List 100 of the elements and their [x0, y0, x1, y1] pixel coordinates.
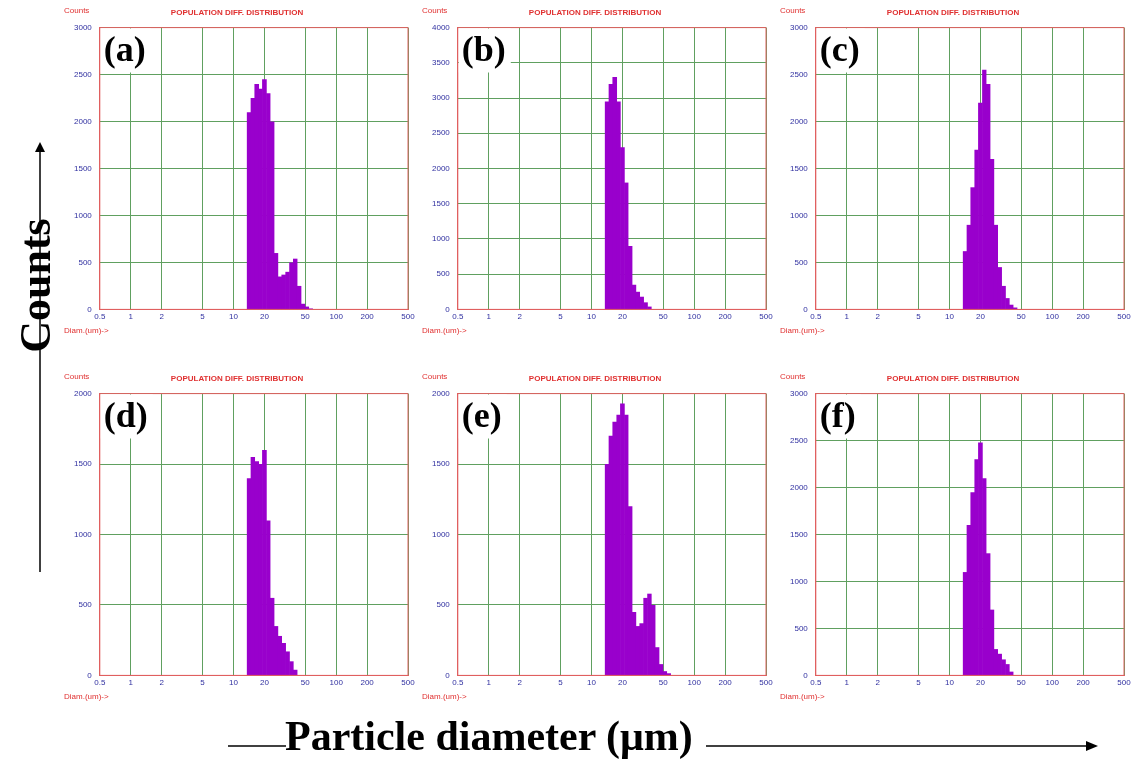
y-tick-label: 2000	[432, 163, 451, 173]
x-tick-label: 20	[617, 678, 628, 688]
y-tick-label: 1500	[790, 529, 809, 539]
y-tick-label: 3000	[74, 22, 93, 32]
x-axis-title: Diam.(um)->	[64, 692, 109, 701]
x-tick-label: 200	[718, 312, 733, 322]
x-tick-label: 100	[1045, 312, 1060, 322]
y-tick-label: 3000	[790, 388, 809, 398]
x-tick-label: 200	[1076, 678, 1091, 688]
x-tick-label: 10	[229, 678, 239, 688]
y-tick-label: 3500	[432, 58, 451, 68]
x-tick-label: 1	[844, 678, 850, 688]
y-tick-label: 2500	[790, 435, 809, 445]
y-tick-label: 2000	[74, 388, 93, 398]
y-axis-title: Counts	[422, 6, 448, 15]
x-tick-label: 0.5	[452, 312, 464, 322]
y-tick-label: 500	[78, 257, 93, 267]
x-tick-label: 1	[844, 312, 850, 322]
x-axis-title: Diam.(um)->	[780, 326, 825, 335]
x-tick-label: 2	[517, 312, 523, 322]
y-tick-label: 4000	[432, 22, 451, 32]
x-tick-label: 10	[945, 312, 955, 322]
y-tick-label: 500	[436, 269, 451, 279]
text: Particle diameter (μm)	[285, 712, 693, 760]
x-tick-label: 100	[687, 312, 702, 322]
x-tick-label: 2	[159, 312, 165, 322]
x-tick-label: 1	[128, 678, 134, 688]
x-tick-label: 20	[975, 312, 986, 322]
x-tick-label: 20	[259, 678, 270, 688]
x-tick-label: 5	[200, 312, 206, 322]
x-tick-label: 20	[975, 678, 986, 688]
x-tick-label: 10	[229, 312, 239, 322]
y-tick-label: 0	[803, 670, 809, 680]
y-tick-label: 1000	[432, 234, 451, 244]
x-tick-label: 200	[360, 312, 375, 322]
x-tick-label: 200	[1076, 312, 1091, 322]
y-tick-label: 2500	[432, 128, 451, 138]
chart-title: POPULATION DIFF. DISTRIBUTION	[528, 374, 662, 383]
y-tick-label: 500	[794, 623, 809, 633]
x-tick-label: 500	[1117, 678, 1132, 688]
x-tick-label: 200	[360, 678, 375, 688]
annotation: (a)	[103, 28, 146, 69]
x-tick-label: 50	[300, 678, 311, 688]
x-tick-label: 500	[401, 312, 416, 322]
text: Counts	[9, 217, 61, 355]
x-tick-label: 20	[617, 312, 628, 322]
y-tick-label: 1500	[74, 459, 93, 469]
x-tick-label: 2	[517, 678, 523, 688]
y-tick-label: 3000	[432, 93, 451, 103]
x-tick-label: 500	[401, 678, 416, 688]
y-tick-label: 2000	[74, 116, 93, 126]
annotation: (b)	[461, 28, 506, 69]
x-tick-label: 10	[587, 312, 597, 322]
y-tick-label: 0	[803, 304, 809, 314]
y-tick-label: 1500	[432, 198, 451, 208]
y-tick-label: 1000	[790, 210, 809, 220]
y-axis-title: Counts	[780, 372, 806, 381]
y-tick-label: 1000	[74, 210, 93, 220]
y-tick-label: 1500	[790, 163, 809, 173]
x-tick-label: 100	[1045, 678, 1060, 688]
x-tick-label: 10	[587, 678, 597, 688]
y-tick-label: 1000	[74, 529, 93, 539]
y-tick-label: 500	[436, 600, 451, 610]
y-tick-label: 2000	[790, 482, 809, 492]
annotation: (d)	[103, 394, 148, 435]
y-tick-label: 2500	[790, 69, 809, 79]
y-tick-label: 0	[87, 670, 93, 680]
x-axis-title: Diam.(um)->	[422, 692, 467, 701]
y-tick-label: 3000	[790, 22, 809, 32]
y-tick-label: 500	[78, 600, 93, 610]
y-tick-label: 1000	[432, 529, 451, 539]
annotation: (f)	[819, 394, 856, 435]
x-tick-label: 500	[759, 678, 774, 688]
x-tick-label: 0.5	[94, 312, 106, 322]
x-tick-label: 100	[687, 678, 702, 688]
x-tick-label: 1	[486, 678, 492, 688]
x-tick-label: 5	[558, 678, 564, 688]
y-tick-label: 0	[87, 304, 93, 314]
chart-title: POPULATION DIFF. DISTRIBUTION	[170, 374, 304, 383]
x-tick-label: 0.5	[810, 312, 822, 322]
x-tick-label: 500	[1117, 312, 1132, 322]
annotation: (e)	[461, 394, 502, 435]
y-tick-label: 1500	[432, 459, 451, 469]
x-tick-label: 0.5	[94, 678, 106, 688]
y-axis-title: Counts	[780, 6, 806, 15]
x-tick-label: 50	[300, 312, 311, 322]
y-tick-label: 0	[445, 670, 451, 680]
x-tick-label: 0.5	[810, 678, 822, 688]
chart-title: POPULATION DIFF. DISTRIBUTION	[528, 8, 662, 17]
y-axis-title: Counts	[422, 372, 448, 381]
x-tick-label: 0.5	[452, 678, 464, 688]
x-tick-label: 10	[945, 678, 955, 688]
x-tick-label: 1	[128, 312, 134, 322]
x-tick-label: 2	[875, 312, 881, 322]
y-tick-label: 2000	[790, 116, 809, 126]
chart-title: POPULATION DIFF. DISTRIBUTION	[886, 8, 1020, 17]
y-tick-label: 500	[794, 257, 809, 267]
x-tick-label: 200	[718, 678, 733, 688]
y-axis-title: Counts	[64, 6, 90, 15]
annotation: (c)	[819, 28, 860, 69]
